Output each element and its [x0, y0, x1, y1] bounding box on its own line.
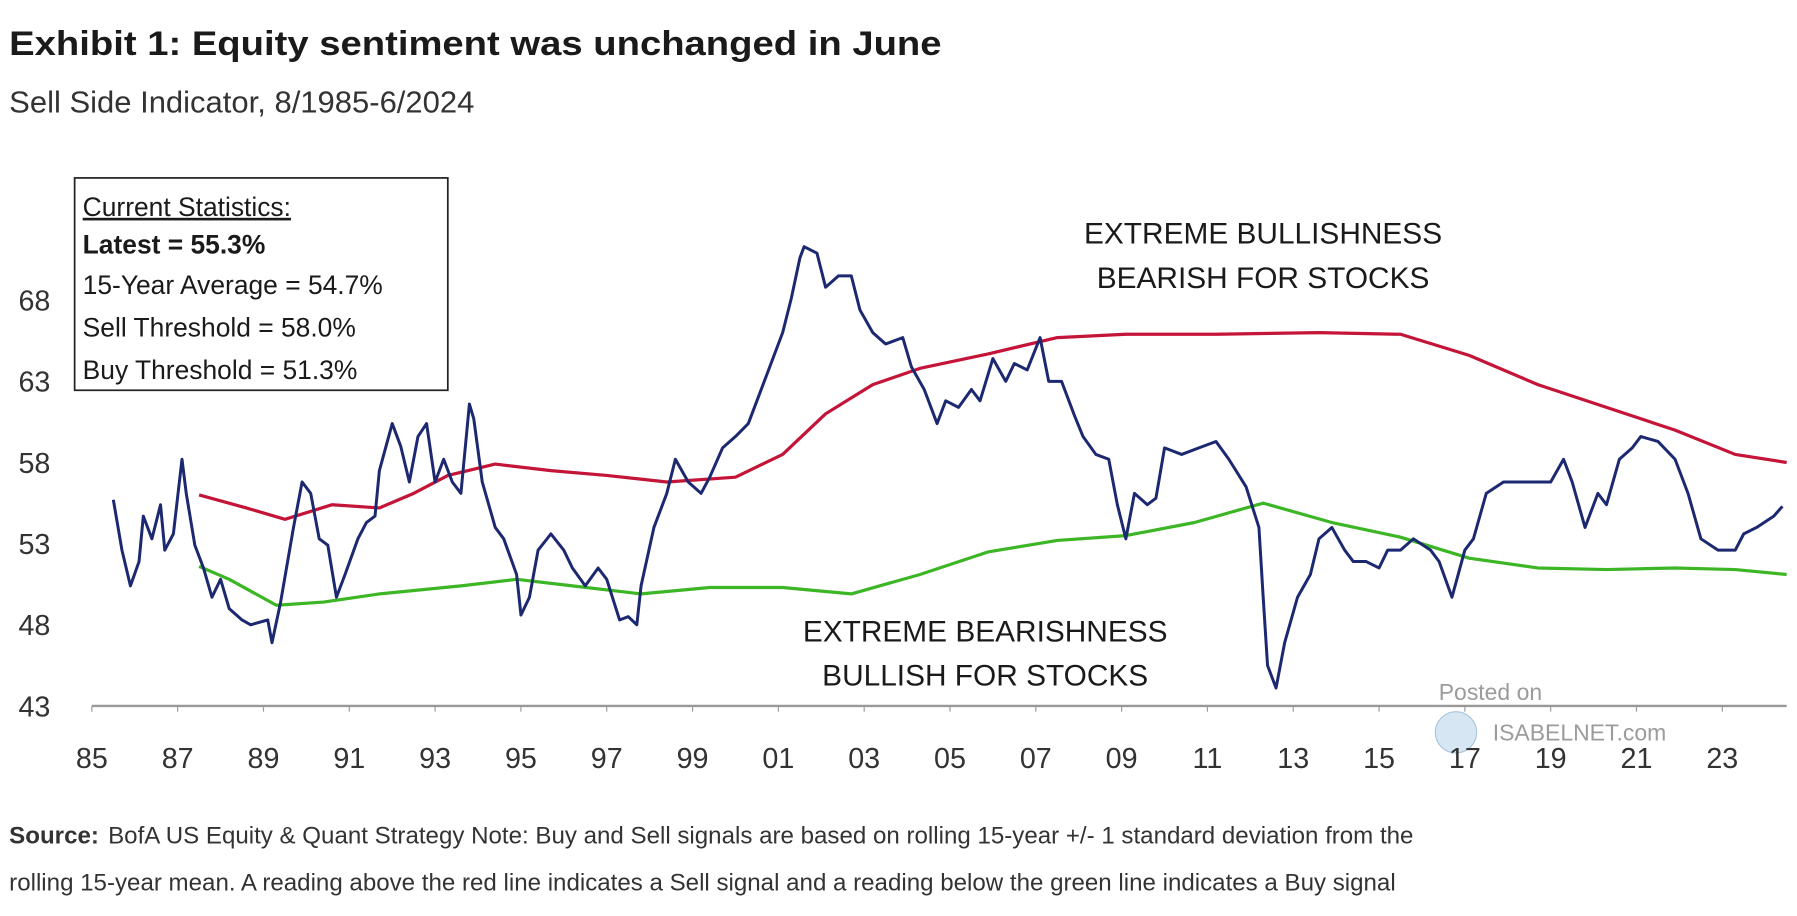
- x-tick-label: 09: [1106, 743, 1138, 775]
- stats-line: Buy Threshold = 51.3%: [83, 355, 358, 385]
- annotation: EXTREME BULLISHNESS: [1084, 217, 1442, 250]
- watermark-text: ISABELNET.com: [1493, 719, 1667, 745]
- x-tick-label: 99: [677, 743, 709, 775]
- stats-box: Current Statistics: Latest = 55.3% 15-Ye…: [73, 177, 449, 392]
- y-tick-label: 48: [18, 610, 50, 642]
- x-tick-label: 97: [591, 743, 623, 775]
- annotation: BEARISH FOR STOCKS: [1097, 262, 1430, 295]
- x-tick-label: 95: [505, 743, 537, 775]
- stats-frame: [73, 177, 449, 392]
- stats-line: Latest = 55.3%: [83, 230, 266, 260]
- stats-line: Sell Threshold = 58.0%: [83, 312, 356, 342]
- y-tick-label: 43: [18, 691, 50, 723]
- series-line: [111, 245, 1784, 690]
- chart-title: Exhibit 1: Equity sentiment was unchange…: [9, 25, 941, 63]
- annotation: BULLISH FOR STOCKS: [822, 659, 1148, 692]
- x-tick-label: 05: [934, 743, 966, 775]
- x-tick-label: 89: [248, 743, 280, 775]
- y-tick-label: 53: [18, 529, 50, 561]
- series-line: [198, 501, 1787, 607]
- source-text: rolling 15-year mean. A reading above th…: [9, 870, 1396, 897]
- annotation: EXTREME BEARISHNESS: [803, 616, 1168, 649]
- stats-heading: Current Statistics:: [83, 192, 291, 222]
- x-tick-label: 07: [1020, 743, 1052, 775]
- x-tick-label: 17: [1449, 743, 1481, 775]
- x-tick-label: 11: [1193, 743, 1223, 775]
- source-label: Source:: [9, 823, 99, 850]
- x-tick-label: 15: [1363, 743, 1395, 775]
- y-tick-label: 68: [18, 286, 50, 318]
- series-line: [198, 331, 1787, 521]
- x-tick-label: 93: [419, 743, 451, 775]
- source-text: BofA US Equity & Quant Strategy Note: Bu…: [108, 823, 1413, 850]
- x-tick-label: 23: [1706, 743, 1738, 775]
- watermark-globe: [1434, 711, 1478, 754]
- watermark: Posted on ISABELNET.com: [1434, 679, 1667, 754]
- source: Source: BofA US Equity & Quant Strategy N…: [9, 823, 1413, 850]
- x-tick-label: 03: [848, 743, 880, 775]
- stats-line: 15-Year Average = 54.7%: [83, 270, 383, 300]
- x-tick-label: 19: [1535, 743, 1567, 775]
- chart-subtitle: Sell Side Indicator, 8/1985-6/2024: [9, 84, 474, 119]
- x-tick-label: 13: [1277, 743, 1309, 775]
- y-tick-label: 58: [18, 448, 50, 480]
- x-tick-label: 21: [1621, 743, 1653, 775]
- x-tick-label: 87: [162, 743, 194, 775]
- y-tick-label: 63: [18, 367, 50, 399]
- x-tick-label: 01: [762, 743, 794, 775]
- watermark-text: Posted on: [1439, 679, 1542, 705]
- x-tick-label: 91: [333, 743, 365, 775]
- x-tick-label: 85: [76, 743, 108, 775]
